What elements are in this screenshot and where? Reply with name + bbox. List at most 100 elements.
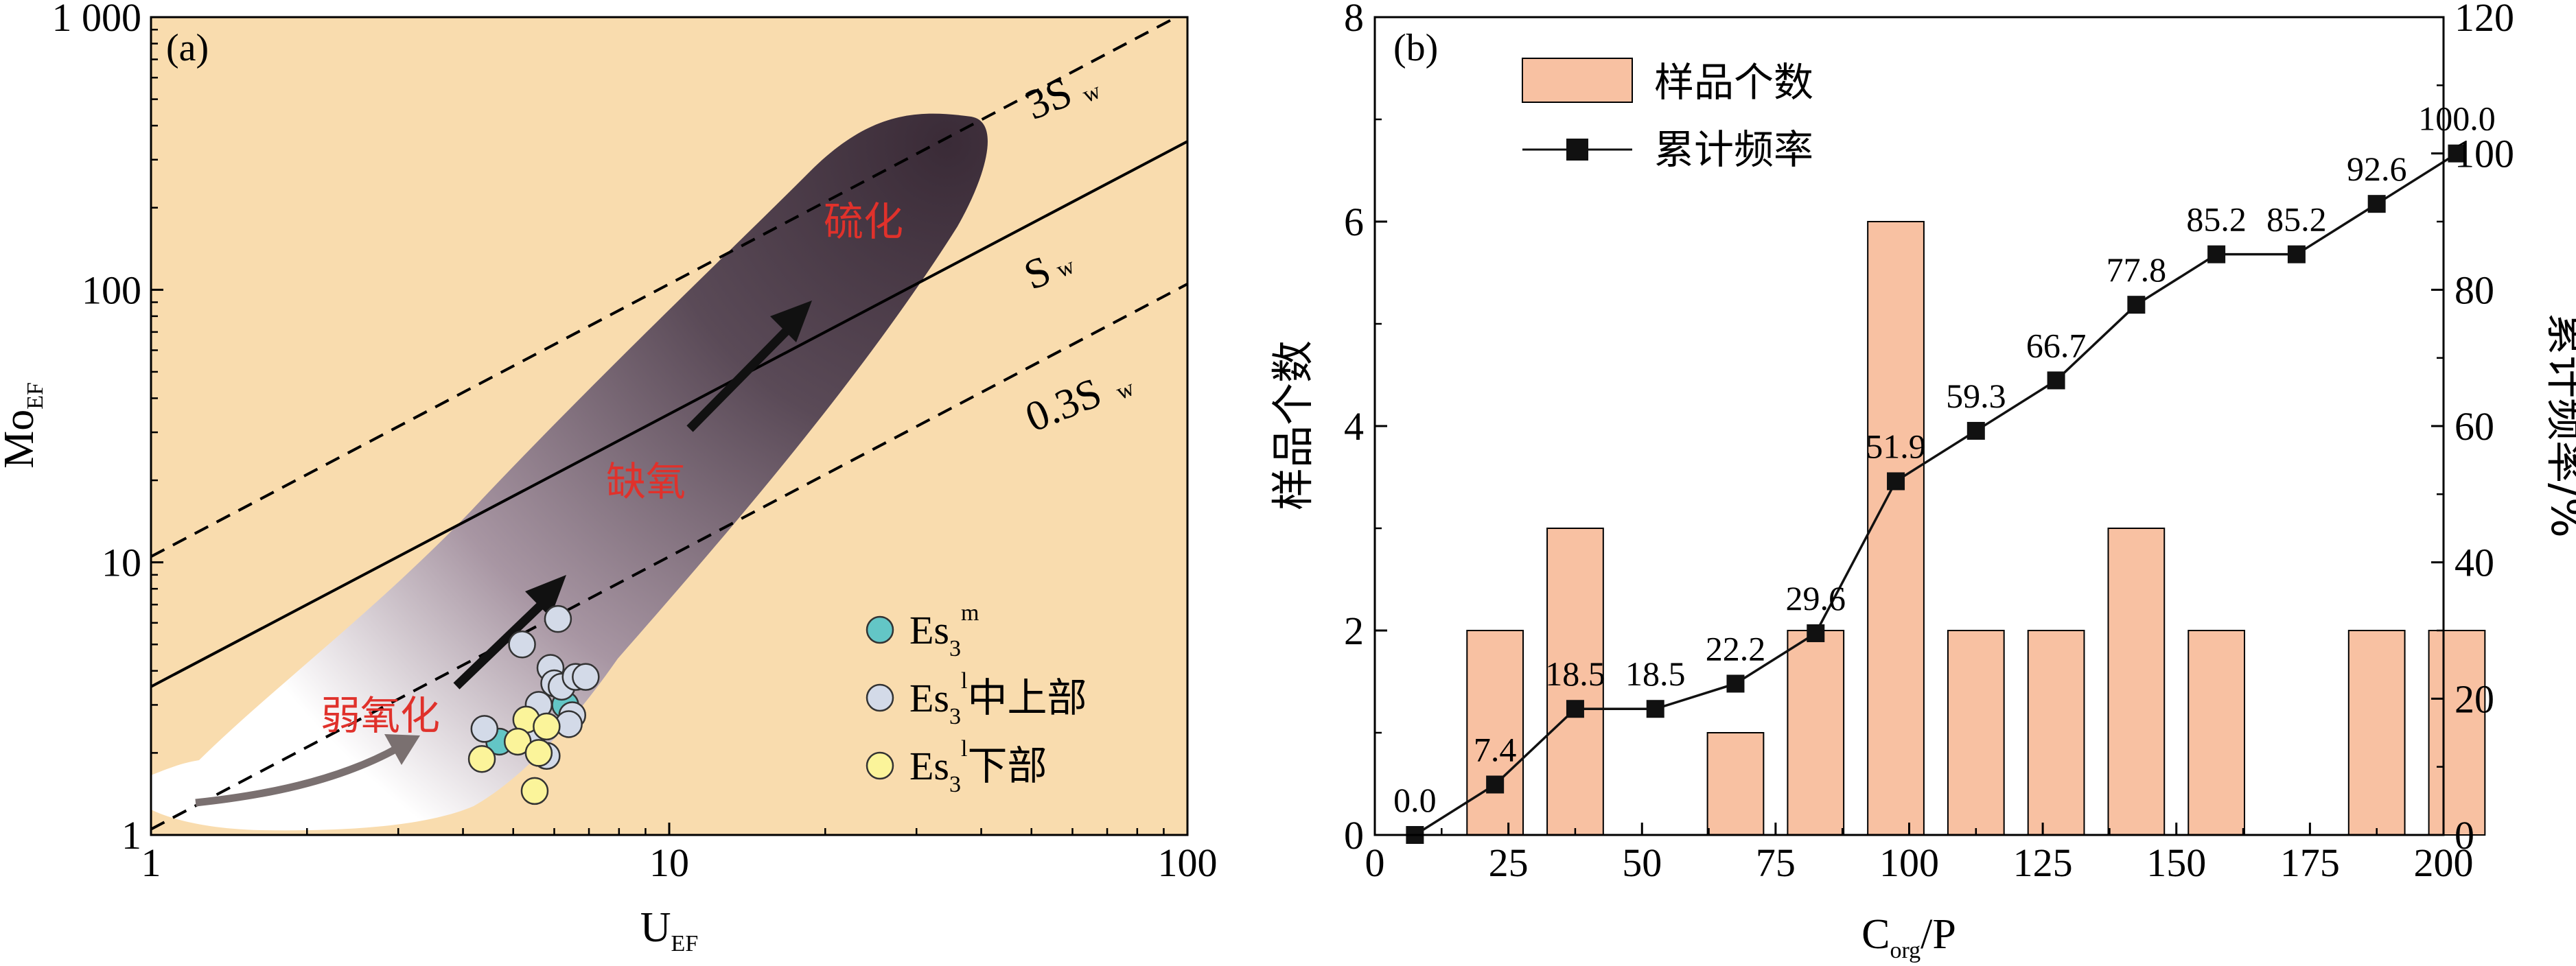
redox-field-shade xyxy=(151,113,988,831)
cumulative-label-0: 0.0 xyxy=(1393,781,1437,819)
histogram-bars xyxy=(1466,221,2486,836)
panel-a-chart: 弱氧化 缺氧 硫化 3S w S w 0.3S w Es3m xyxy=(0,0,1218,956)
cumulative-label-6: 51.9 xyxy=(1866,427,1926,465)
y2-tick-label-b-2: 40 xyxy=(2455,541,2494,585)
cumulative-label-8: 66.7 xyxy=(2026,326,2087,364)
legend-marker-es3l-upper xyxy=(866,683,894,712)
x-tick-label-b-3: 75 xyxy=(1756,840,1796,885)
panel-b-chart: 0.07.418.5 18.522.229.651.959.366.777.885… xyxy=(1268,0,2576,963)
x-tick-label-b-6: 150 xyxy=(2146,840,2206,885)
cumulative-marker-4 xyxy=(1726,674,1745,693)
bar-12 xyxy=(2347,630,2406,836)
legend-label-sample-count: 样品个数 xyxy=(1654,59,1813,106)
panel-b-y-axis-title: 样品个数 xyxy=(1268,340,1318,510)
cumulative-marker-11 xyxy=(2287,245,2306,263)
point-s1-0 xyxy=(470,715,499,743)
cumulative-label-7: 59.3 xyxy=(1946,377,2006,415)
legend-item-es3l-lower: Es3l下部 xyxy=(866,736,1047,797)
x-tick-label-b-4: 100 xyxy=(1879,840,1939,885)
cumulative-marker-7 xyxy=(1966,421,1985,440)
cumulative-label-12: 92.6 xyxy=(2347,150,2407,188)
sample-points xyxy=(467,604,600,805)
cumulative-label-5: 29.6 xyxy=(1786,579,1846,617)
x-tick-label-b-8: 200 xyxy=(2414,840,2474,885)
cumulative-label-2: 18.5 xyxy=(1545,655,1605,693)
legend-marker-es3m xyxy=(866,615,894,644)
point-s2-5 xyxy=(520,777,549,805)
region-label-weak-oxidation: 弱氧化 xyxy=(321,692,440,739)
y-tick-label-a-2: 100 xyxy=(82,268,141,312)
point-s1-2 xyxy=(544,604,572,633)
cumulative-marker-9 xyxy=(2127,296,2146,314)
panel-b-y2-axis-title: 累计频率/% xyxy=(2542,313,2576,538)
x-tick-label-a-1: 10 xyxy=(649,840,689,885)
cumulative-frequency-line: 0.0 7.4 18.5 18.5 22.2 29.6 51.9 59.3 66.7 77.8 85… xyxy=(1393,99,2496,844)
reference-line-2 xyxy=(151,283,1187,831)
x-tick-label-b-7: 175 xyxy=(2280,840,2340,885)
panel-a-label: (a) xyxy=(166,27,209,69)
legend-item-es3m: Es3m xyxy=(866,600,979,661)
trend-arrow-lower-head xyxy=(384,734,420,765)
y-tick-label-a-3: 1 000 xyxy=(52,0,142,40)
panel-a-legend: Es3m Es3l中上部 Es3l下部 xyxy=(866,600,1087,797)
cumulative-marker-1 xyxy=(1486,775,1505,794)
y2-tick-label-b-5: 100 xyxy=(2455,132,2514,176)
trend-arrow-lower xyxy=(195,744,400,807)
y-tick-label-b-0: 0 xyxy=(1344,813,1364,858)
reference-lines xyxy=(151,17,1187,831)
cumulative-label-11: 85.2 xyxy=(2266,200,2327,239)
y2-tick-label-b-4: 80 xyxy=(2455,268,2494,312)
trend-arrow-middle-head xyxy=(525,575,566,617)
cumulative-label-10: 85.2 xyxy=(2186,200,2247,239)
bar-1 xyxy=(1466,630,1524,836)
panel-a-axes: 1 10 100 1 10 100 1 000 xyxy=(52,0,1218,885)
point-s2-0 xyxy=(467,744,496,773)
cumulative-label-1: 7.4 xyxy=(1474,730,1517,768)
cumulative-label-9: 77.8 xyxy=(2107,250,2167,289)
panel-b-x-axis-title: Corg/P xyxy=(1861,911,1956,963)
trend-arrow-upper xyxy=(686,326,791,432)
legend-label-es3l-lower: Es3l下部 xyxy=(909,736,1047,797)
bar-8 xyxy=(2027,630,2085,836)
panel-b-axes: 0 25 50 75 100 125 150 175 200024680204060801001… xyxy=(1344,0,2514,885)
point-s1-1 xyxy=(508,631,536,659)
cumulative-marker-6 xyxy=(1887,472,1905,491)
bar-10 xyxy=(2188,630,2246,836)
bar-4 xyxy=(1706,732,1765,836)
legend-swatch-sample-count xyxy=(1522,58,1633,103)
point-s2-3 xyxy=(524,739,553,767)
point-s2-4 xyxy=(533,712,561,741)
x-tick-label-b-2: 50 xyxy=(1622,840,1662,885)
panel-b-label: (b) xyxy=(1393,27,1438,69)
x-tick-label-a-2: 100 xyxy=(1158,840,1218,885)
y-tick-label-a-1: 10 xyxy=(102,541,141,585)
trend-arrow-middle xyxy=(453,600,546,690)
cumulative-marker-10 xyxy=(2207,245,2226,263)
legend-label-es3l-upper: Es3l中上部 xyxy=(909,668,1087,729)
point-s1-7 xyxy=(572,663,600,691)
y2-tick-label-b-1: 20 xyxy=(2455,676,2494,721)
legend-item-es3l-upper: Es3l中上部 xyxy=(866,668,1087,729)
panel-a-y-axis-title: MoEF xyxy=(0,382,48,469)
cumulative-label-4: 22.2 xyxy=(1706,629,1766,668)
bar-5 xyxy=(1787,630,1845,836)
bar-7 xyxy=(1947,630,2005,836)
region-label-anoxic: 缺氧 xyxy=(606,458,686,505)
cumulative-marker-3 xyxy=(1646,700,1664,718)
x-tick-label-b-0: 0 xyxy=(1365,840,1385,885)
cumulative-label-3: 18.5 xyxy=(1625,655,1686,693)
cumulative-label-13: 100.0 xyxy=(2418,99,2496,138)
y-tick-label-b-3: 6 xyxy=(1344,200,1364,244)
x-tick-label-b-1: 25 xyxy=(1489,840,1529,885)
legend-label-es3m: Es3m xyxy=(909,600,979,661)
legend-marker-cumulative xyxy=(1566,139,1588,161)
legend-label-cumulative: 累计频率 xyxy=(1654,126,1813,173)
bar-6 xyxy=(1867,221,1925,836)
panel-a-x-axis-title: UEF xyxy=(640,904,698,956)
bar-13 xyxy=(2428,630,2486,836)
cumulative-marker-2 xyxy=(1566,700,1584,718)
y-tick-label-b-4: 8 xyxy=(1344,0,1364,40)
legend-marker-es3l-lower xyxy=(866,751,894,780)
